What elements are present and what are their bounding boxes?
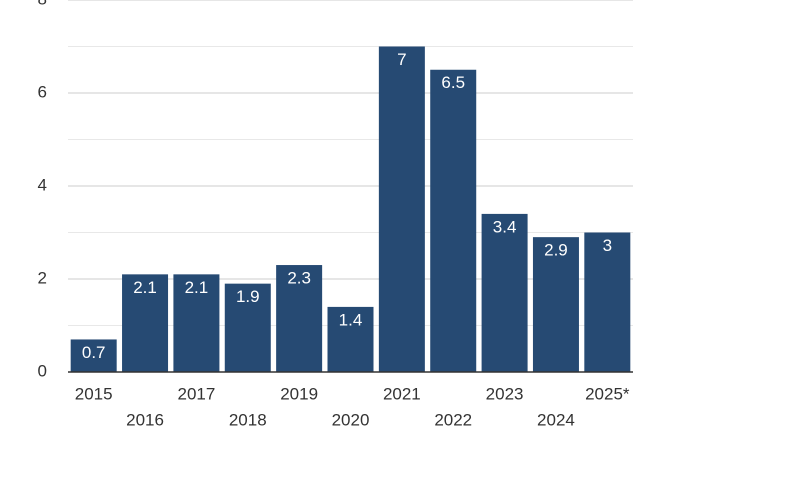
x-tick-label: 2023 xyxy=(486,384,524,403)
value-label: 3.4 xyxy=(493,217,517,236)
y-tick-label: 2 xyxy=(38,268,47,287)
x-tick-label: 2018 xyxy=(229,410,267,429)
value-label: 2.1 xyxy=(133,278,157,297)
y-tick-label: 8 xyxy=(38,0,47,8)
bar xyxy=(276,265,323,372)
x-tick-label: 2025* xyxy=(585,384,630,403)
value-label: 3 xyxy=(603,236,612,255)
x-tick-label: 2022 xyxy=(434,410,472,429)
value-label: 0.7 xyxy=(82,343,106,362)
x-tick-label: 2024 xyxy=(537,410,575,429)
x-tick-label: 2017 xyxy=(177,384,215,403)
bar xyxy=(70,339,117,372)
value-label: 1.4 xyxy=(339,310,363,329)
bar xyxy=(122,274,169,372)
bar xyxy=(481,213,528,372)
value-label: 6.5 xyxy=(441,73,465,92)
value-label: 1.9 xyxy=(236,287,260,306)
bar xyxy=(224,283,271,372)
value-label: 2.9 xyxy=(544,241,568,260)
bar xyxy=(430,69,477,372)
bar xyxy=(327,306,374,372)
x-tick-label: 2021 xyxy=(383,384,421,403)
bar xyxy=(584,232,631,372)
value-label: 2.3 xyxy=(287,269,311,288)
y-tick-label: 6 xyxy=(38,82,47,101)
y-tick-label: 0 xyxy=(38,361,47,380)
bar xyxy=(532,237,579,372)
value-label: 7 xyxy=(397,50,406,69)
bar xyxy=(378,46,425,372)
y-tick-label: 4 xyxy=(38,175,47,194)
x-tick-label: 2019 xyxy=(280,384,318,403)
value-label: 2.1 xyxy=(185,278,209,297)
bar xyxy=(173,274,220,372)
x-tick-label: 2020 xyxy=(332,410,370,429)
x-tick-label: 2015 xyxy=(75,384,113,403)
x-tick-label: 2016 xyxy=(126,410,164,429)
